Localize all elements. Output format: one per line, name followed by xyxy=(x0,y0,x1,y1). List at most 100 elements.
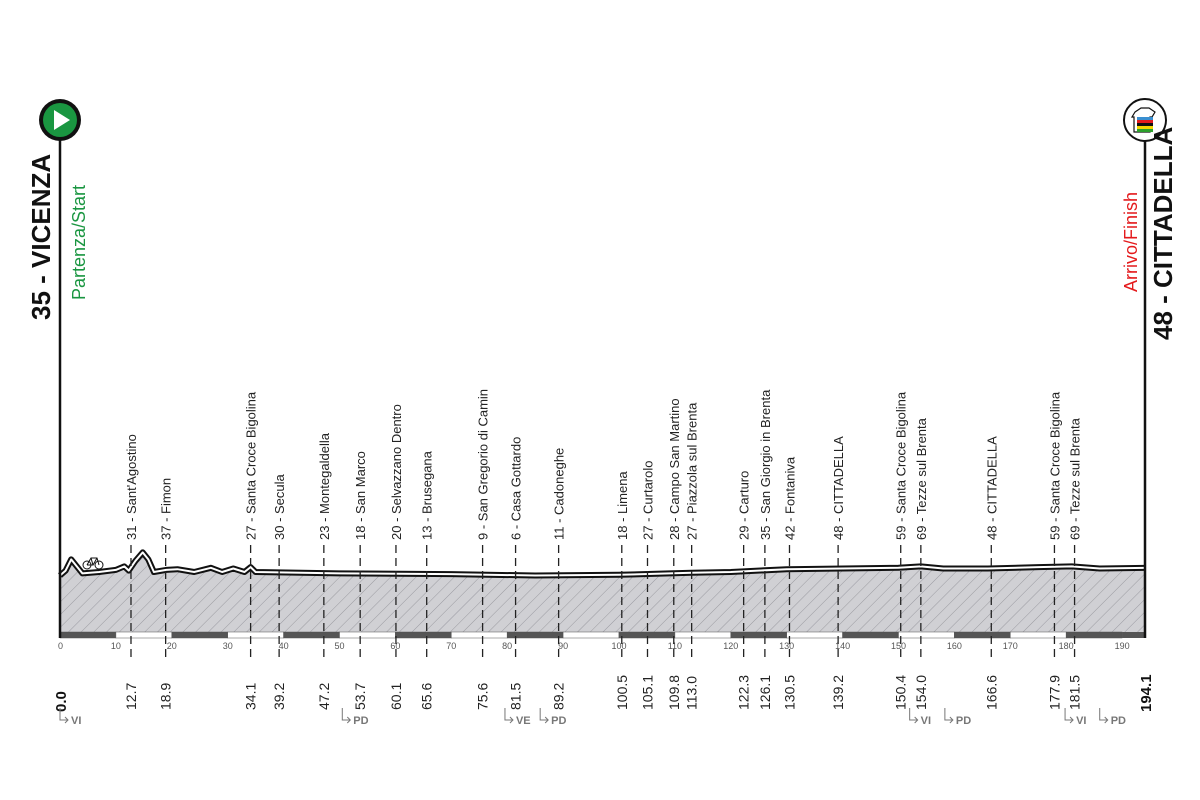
location-label: 69 - Tezze sul Brenta xyxy=(914,417,929,540)
location-km-label: 75.6 xyxy=(475,683,491,710)
scale-segment xyxy=(451,631,508,639)
bike-icon-wheel xyxy=(94,560,104,570)
x-tick-label: 20 xyxy=(167,641,177,651)
location-km-label: 166.6 xyxy=(983,675,999,710)
elevation-line-inner xyxy=(59,551,1146,577)
scale-segment xyxy=(283,631,340,639)
province-label: PD xyxy=(956,715,971,727)
location-km-label: 105.1 xyxy=(639,675,655,710)
scale-segment xyxy=(171,631,228,639)
x-tick-label: 90 xyxy=(558,641,568,651)
start-town-label: 35 - VICENZA xyxy=(26,154,56,320)
x-tick-label: 10 xyxy=(111,641,121,651)
elevation-area xyxy=(60,552,1145,632)
location-label: 29 - Carturo xyxy=(737,471,752,540)
finish-km-label: 194.1 xyxy=(1138,674,1155,712)
location-km-label: 100.5 xyxy=(614,675,630,710)
province-arrow-icon xyxy=(909,708,919,724)
location-km-label: 34.1 xyxy=(243,683,259,710)
location-label: 31 - Sant'Agostino xyxy=(124,434,139,540)
bike-icon xyxy=(86,557,100,566)
jersey-stripe xyxy=(1137,129,1153,132)
location-km-label: 139.2 xyxy=(830,675,846,710)
finish-town-label: 48 - CITTADELLA xyxy=(1148,126,1178,340)
province-label: PD xyxy=(353,715,368,727)
location-label: 35 - San Giorgio in Brenta xyxy=(758,389,773,540)
x-tick-label: 160 xyxy=(947,641,962,651)
start-caption: Partenza/Start xyxy=(69,185,89,300)
start-km-label: 0.0 xyxy=(53,691,70,712)
scale-segment xyxy=(59,631,117,639)
scale-segment xyxy=(1122,632,1145,638)
location-label: 20 - Selvazzano Dentro xyxy=(389,404,404,540)
x-tick-label: 30 xyxy=(223,641,233,651)
x-tick-label: 80 xyxy=(502,641,512,651)
location-km-label: 53.7 xyxy=(352,683,368,710)
scale-segment xyxy=(674,631,732,639)
location-km-label: 181.5 xyxy=(1067,675,1083,710)
scale-segment xyxy=(395,631,452,639)
location-label: 23 - Montegaldella xyxy=(317,432,332,540)
location-km-label: 47.2 xyxy=(316,683,332,710)
location-km-label: 109.8 xyxy=(666,675,682,710)
location-km-label: 154.0 xyxy=(913,675,929,710)
location-label: 18 - Limena xyxy=(615,471,630,540)
location-label: 59 - Santa Croce Bigolina xyxy=(894,391,909,540)
province-label: VI xyxy=(921,715,931,727)
location-km-label: 150.4 xyxy=(893,675,909,710)
location-km-label: 60.1 xyxy=(388,683,404,710)
location-label: 48 - CITTADELLA xyxy=(984,436,999,540)
location-km-label: 177.9 xyxy=(1046,675,1062,710)
x-tick-label: 150 xyxy=(891,641,906,651)
x-tick-label: 120 xyxy=(723,641,738,651)
province-arrow-icon xyxy=(341,708,351,724)
scale-segment xyxy=(115,631,173,639)
x-tick-label: 70 xyxy=(446,641,456,651)
location-label: 13 - Brusegana xyxy=(420,450,435,540)
location-km-label: 130.5 xyxy=(781,675,797,710)
location-label: 9 - San Gregorio di Camin xyxy=(476,389,491,540)
x-tick-label: 190 xyxy=(1115,641,1130,651)
jersey-stripe xyxy=(1137,126,1153,129)
scale-segment xyxy=(227,631,284,639)
location-km-label: 39.2 xyxy=(271,683,287,710)
location-label: 30 - Secula xyxy=(272,473,287,540)
x-tick-label: 0 xyxy=(58,641,63,651)
finish-caption: Arrivo/Finish xyxy=(1121,192,1141,292)
province-arrow-icon xyxy=(504,708,514,724)
province-arrow-icon xyxy=(944,708,954,724)
location-label: 69 - Tezze sul Brenta xyxy=(1068,417,1083,540)
location-km-label: 89.2 xyxy=(551,683,567,710)
province-label: VI xyxy=(71,715,81,727)
location-km-label: 12.7 xyxy=(123,683,139,710)
jersey-stripe xyxy=(1137,123,1153,126)
scale-segment xyxy=(730,631,787,639)
location-km-label: 81.5 xyxy=(508,683,524,710)
location-label: 11 - Cadoneghe xyxy=(552,448,567,540)
location-label: 6 - Casa Gottardo xyxy=(509,437,524,540)
location-label: 28 - Campo San Martino xyxy=(667,398,682,540)
x-tick-label: 170 xyxy=(1003,641,1018,651)
province-arrow-icon xyxy=(1099,708,1109,724)
province-arrow-icon xyxy=(59,708,69,724)
province-arrow-icon xyxy=(1064,708,1074,724)
location-km-label: 113.0 xyxy=(684,676,700,710)
x-tick-label: 40 xyxy=(279,641,289,651)
province-label: PD xyxy=(551,715,566,727)
location-km-label: 65.6 xyxy=(419,683,435,710)
x-tick-label: 180 xyxy=(1059,641,1074,651)
scale-segment xyxy=(562,631,620,639)
x-tick-label: 130 xyxy=(779,641,794,651)
location-label: 27 - Curtarolo xyxy=(640,461,655,540)
province-label: VI xyxy=(1076,715,1086,727)
x-tick-label: 140 xyxy=(835,641,850,651)
scale-segment xyxy=(1010,631,1067,639)
location-label: 59 - Santa Croce Bigolina xyxy=(1047,391,1062,540)
location-label: 42 - Fontaniva xyxy=(782,456,797,540)
location-label: 18 - San Marco xyxy=(353,451,368,540)
play-icon xyxy=(54,110,70,130)
province-label: VE xyxy=(516,715,531,727)
location-label: 27 - Santa Croce Bigolina xyxy=(244,391,259,540)
